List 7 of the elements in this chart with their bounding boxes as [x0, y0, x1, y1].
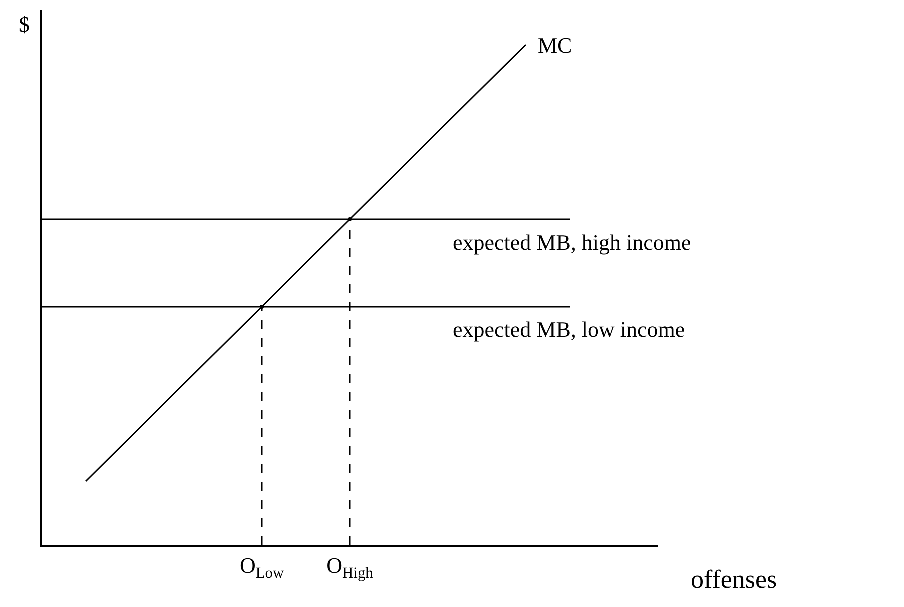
- x-tick-label: O$_{High}$: [326, 553, 374, 582]
- y-axis-title: $: [19, 12, 30, 37]
- series-label: expected MB, high income: [453, 230, 692, 255]
- series-label: expected MB, low income: [453, 317, 686, 342]
- x-axis-title: offenses: [691, 565, 778, 594]
- x-tick-label: O$_{Low}$: [240, 553, 285, 582]
- series-label: MC: [538, 33, 572, 58]
